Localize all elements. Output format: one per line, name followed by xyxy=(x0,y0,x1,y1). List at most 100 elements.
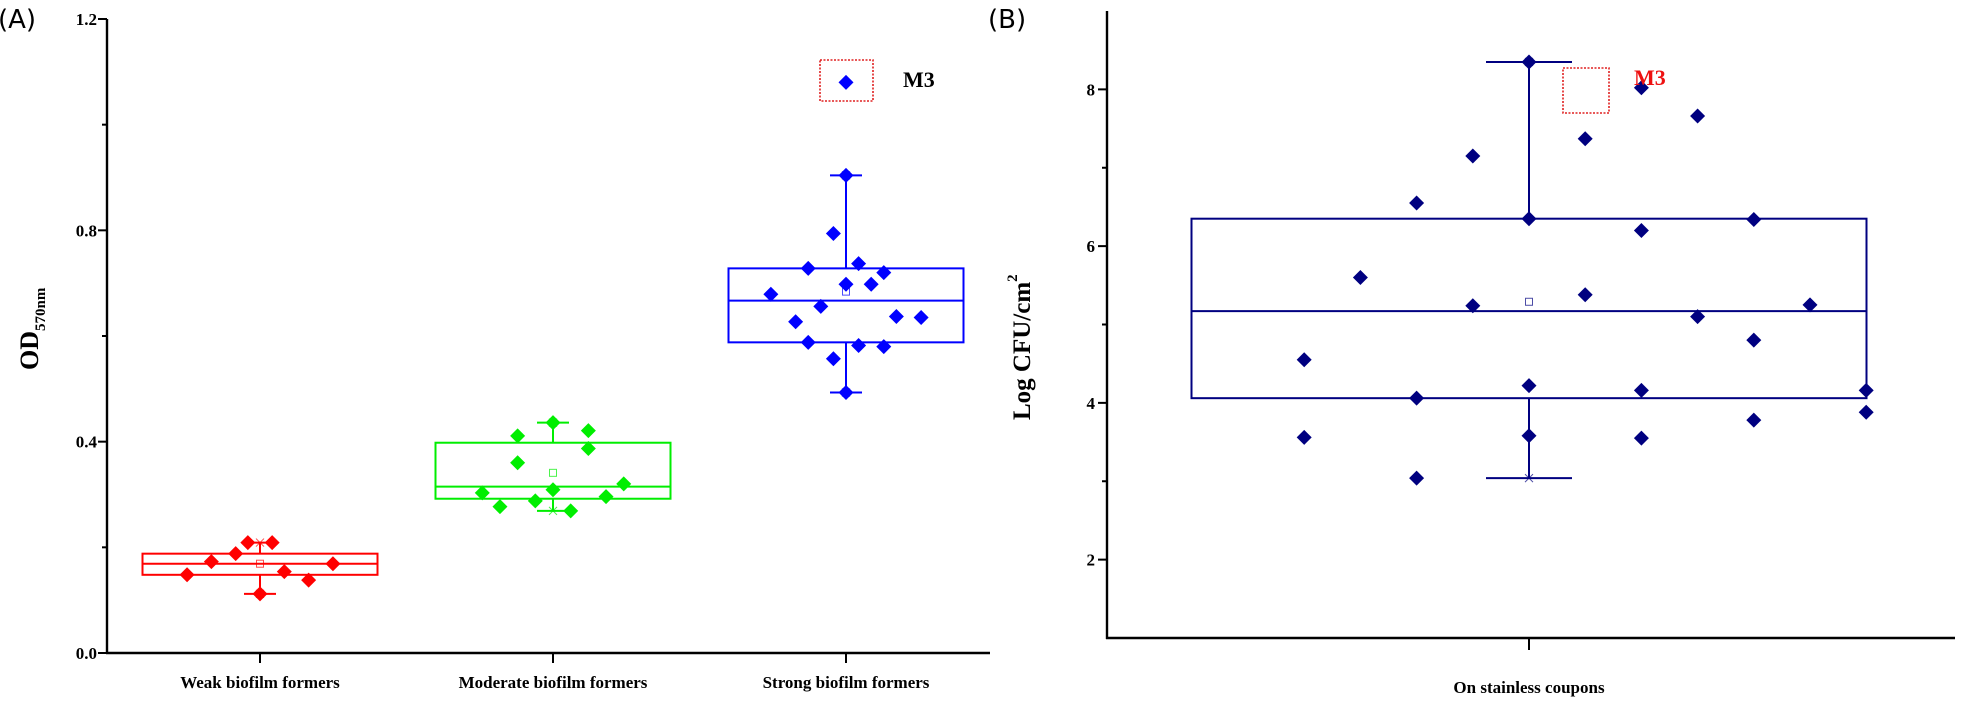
box-plot-1 xyxy=(434,418,672,516)
data-point xyxy=(1296,429,1312,445)
data-point xyxy=(203,554,219,570)
panel-a-m3-highlight-box xyxy=(819,59,874,102)
data-point xyxy=(1409,390,1425,406)
data-point xyxy=(851,256,867,272)
data-point xyxy=(838,385,854,401)
data-point xyxy=(1296,352,1312,368)
data-point xyxy=(492,499,508,515)
panel-b-annotation: M3 xyxy=(1562,65,1666,114)
iqr-box xyxy=(727,267,965,344)
data-point xyxy=(545,482,561,498)
data-point xyxy=(1633,382,1649,398)
data-point xyxy=(1409,470,1425,486)
data-point xyxy=(1521,378,1537,394)
y-tick-label: 0.8 xyxy=(76,221,97,240)
data-point xyxy=(838,167,854,183)
panel-a-y-axis-title-main: OD xyxy=(15,331,44,370)
data-point xyxy=(1746,412,1762,428)
mean-marker xyxy=(1525,297,1533,306)
panel-a-axes: 0.0 0.4 0.8 1.2 Weak biofilm formers Moderate… xyxy=(76,10,990,692)
panel-b-axes: 2 4 6 8 On stainless coupons xyxy=(1087,11,1955,697)
data-point xyxy=(510,455,526,471)
data-point xyxy=(580,441,596,457)
data-point xyxy=(863,276,879,292)
panel-b-y-axis-title-superscript: 2 xyxy=(1005,274,1021,282)
data-point xyxy=(301,572,317,588)
box-plot-2 xyxy=(727,171,965,397)
data-point xyxy=(1802,297,1818,313)
data-point xyxy=(1746,332,1762,348)
data-point xyxy=(325,556,341,572)
data-point xyxy=(1521,54,1537,70)
x-category-label: Strong biofilm formers xyxy=(763,673,930,692)
data-point xyxy=(527,493,543,509)
data-point xyxy=(545,415,561,431)
panel-label-b: (B) xyxy=(988,5,1026,35)
data-point xyxy=(800,334,816,350)
data-point xyxy=(1633,430,1649,446)
panel-a-m3-label: M3 xyxy=(903,67,935,92)
data-point xyxy=(276,564,292,580)
panel-a-y-axis-title: OD570nm xyxy=(15,287,49,370)
iqr-box xyxy=(434,441,672,500)
panel-b-y-axis-title-main: Log CFU/cm xyxy=(1009,282,1036,420)
data-point xyxy=(616,476,632,492)
data-point xyxy=(1521,211,1537,227)
min-marker xyxy=(1524,473,1534,483)
data-point xyxy=(800,260,816,276)
data-point xyxy=(1746,211,1762,227)
data-point xyxy=(1352,269,1368,285)
data-point xyxy=(1690,309,1706,325)
mean-marker xyxy=(549,468,557,477)
data-point xyxy=(252,586,268,602)
data-point xyxy=(228,546,244,562)
data-point xyxy=(825,226,841,242)
data-point xyxy=(1465,148,1481,164)
data-point xyxy=(1858,404,1874,420)
data-point xyxy=(838,276,854,292)
panel-b-points xyxy=(1296,54,1874,486)
data-point xyxy=(763,286,779,302)
data-point xyxy=(510,428,526,444)
outlier-point-m3 xyxy=(1633,80,1649,96)
panel-b-boxes xyxy=(1190,57,1868,483)
min-marker xyxy=(548,506,558,516)
panel-b-y-axis-title: Log CFU/cm2 xyxy=(1005,274,1036,420)
panel-label-a: (A) xyxy=(0,5,36,35)
data-point xyxy=(179,567,195,583)
data-point xyxy=(1690,108,1706,124)
panel-b-m3-label: M3 xyxy=(1634,65,1666,90)
data-point xyxy=(813,298,829,314)
data-point xyxy=(1633,222,1649,238)
x-category-label: On stainless coupons xyxy=(1453,678,1605,697)
data-point xyxy=(1577,131,1593,147)
data-point xyxy=(825,351,841,367)
data-point xyxy=(876,339,892,355)
data-point xyxy=(1577,287,1593,303)
data-point xyxy=(1465,298,1481,314)
data-point xyxy=(580,423,596,439)
data-point xyxy=(1409,195,1425,211)
panel-a-annotation: M3 xyxy=(819,59,935,102)
y-tick-label: 1.2 xyxy=(76,10,97,29)
y-tick-label: 4 xyxy=(1087,394,1096,413)
x-category-label: Moderate biofilm formers xyxy=(459,673,648,692)
data-point xyxy=(888,308,904,324)
y-tick-label: 2 xyxy=(1087,551,1096,570)
y-tick-label: 6 xyxy=(1087,237,1096,256)
data-point xyxy=(913,310,929,326)
panel-a-y-axis-title-subscript: 570nm xyxy=(33,287,49,331)
panel-a-chart: 0.0 0.4 0.8 1.2 Weak biofilm formers Moderate… xyxy=(15,10,990,692)
y-tick-label: 0.0 xyxy=(76,644,97,663)
y-tick-label: 8 xyxy=(1087,80,1096,99)
data-point xyxy=(1521,428,1537,444)
data-point xyxy=(1858,382,1874,398)
max-marker xyxy=(255,538,265,547)
y-tick-label: 0.4 xyxy=(76,433,98,452)
panel-a-points xyxy=(179,74,929,602)
data-point xyxy=(851,338,867,354)
panel-b-m3-highlight-box xyxy=(1562,67,1610,114)
data-point xyxy=(598,489,614,505)
